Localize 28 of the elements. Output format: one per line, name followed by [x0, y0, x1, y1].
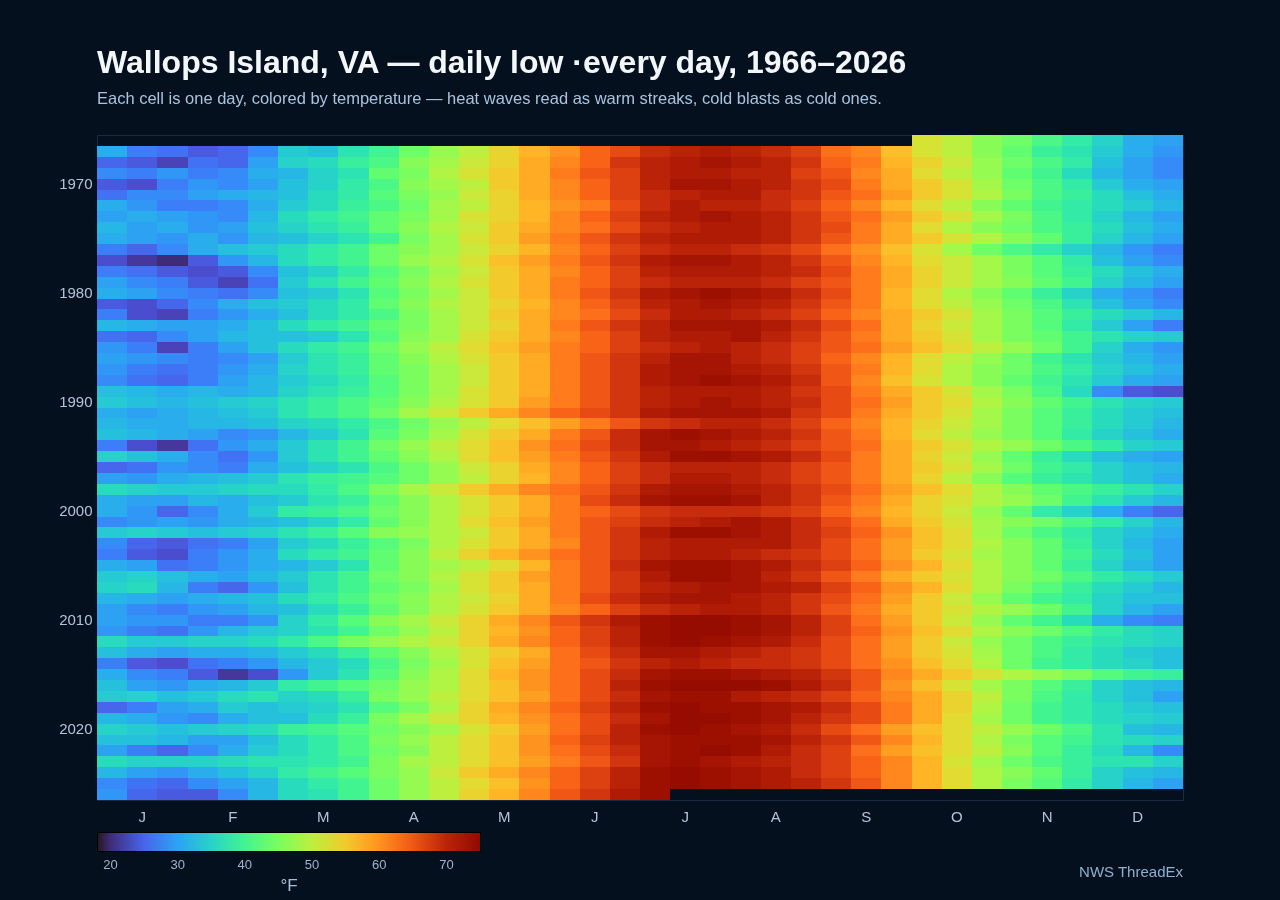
- x-tick-label: S: [861, 807, 872, 825]
- x-tick-label: M: [498, 807, 511, 825]
- y-tick-label: 2010: [59, 611, 93, 629]
- text: NWS ThreadEx: [1079, 863, 1184, 880]
- color-bar-label: 20: [103, 857, 118, 872]
- x-tick-label: J: [138, 807, 146, 825]
- y-tick-label: 1970: [59, 175, 93, 193]
- x-tick-label: J: [591, 807, 599, 825]
- y-tick-label: 1990: [59, 393, 93, 411]
- y-tick-label: 2020: [59, 720, 93, 738]
- x-tick-label: M: [317, 807, 330, 825]
- x-tick-label: A: [408, 807, 419, 825]
- x-tick-label: J: [681, 807, 689, 825]
- chart-title: Wallops Island, VA — daily low ·every day, 1966–2026: [97, 43, 907, 80]
- x-tick-label: O: [950, 807, 963, 825]
- color-bar-label: 60: [371, 857, 387, 872]
- chart-subtitle: Each cell is one day, colored by temperature — heat waves read as warm streaks, cold blasts as cold ones.: [97, 88, 882, 107]
- y-tick-label: 2000: [59, 502, 93, 520]
- y-tick-label: 1980: [59, 284, 93, 302]
- color-bar-label: 50: [304, 857, 320, 872]
- x-tick-label: A: [770, 807, 781, 825]
- color-bar-label: 40: [237, 857, 253, 872]
- color-bar-title: °F: [280, 876, 298, 895]
- x-tick-label: F: [228, 807, 238, 825]
- color-bar-label: 30: [170, 857, 185, 872]
- x-tick-label: N: [1041, 807, 1053, 825]
- color-bar-label: 70: [439, 857, 454, 872]
- x-tick-label: D: [1132, 807, 1144, 825]
